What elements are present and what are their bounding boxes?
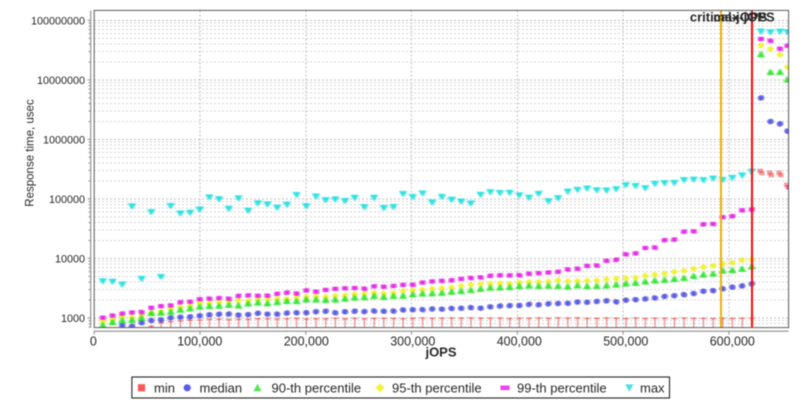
svg-text:10000000: 10000000 bbox=[37, 75, 85, 87]
svg-text:600,000: 600,000 bbox=[710, 335, 755, 349]
svg-text:400,000: 400,000 bbox=[497, 335, 542, 349]
svg-text:0: 0 bbox=[90, 335, 97, 349]
svg-text:10000: 10000 bbox=[55, 254, 85, 266]
svg-text:max: max bbox=[640, 380, 665, 395]
svg-text:300,000: 300,000 bbox=[390, 335, 435, 349]
svg-text:90-th percentile: 90-th percentile bbox=[272, 380, 362, 395]
svg-text:min: min bbox=[154, 380, 175, 395]
svg-text:95-th percentile: 95-th percentile bbox=[392, 380, 482, 395]
svg-text:200,000: 200,000 bbox=[284, 335, 329, 349]
svg-text:median: median bbox=[200, 380, 243, 395]
svg-text:jOPS: jOPS bbox=[424, 345, 456, 360]
svg-text:critical-jOPS: critical-jOPS bbox=[690, 10, 768, 25]
svg-text:100,000: 100,000 bbox=[177, 335, 222, 349]
svg-text:1000: 1000 bbox=[61, 313, 85, 325]
svg-text:100000: 100000 bbox=[49, 194, 85, 206]
svg-text:99-th percentile: 99-th percentile bbox=[517, 380, 607, 395]
svg-text:100000000: 100000000 bbox=[31, 16, 85, 28]
svg-text:1000000: 1000000 bbox=[43, 135, 85, 147]
svg-text:500,000: 500,000 bbox=[603, 335, 648, 349]
svg-text:Response time, usec: Response time, usec bbox=[25, 99, 37, 207]
svg-text:max-jOPS: max-jOPS bbox=[713, 10, 775, 25]
